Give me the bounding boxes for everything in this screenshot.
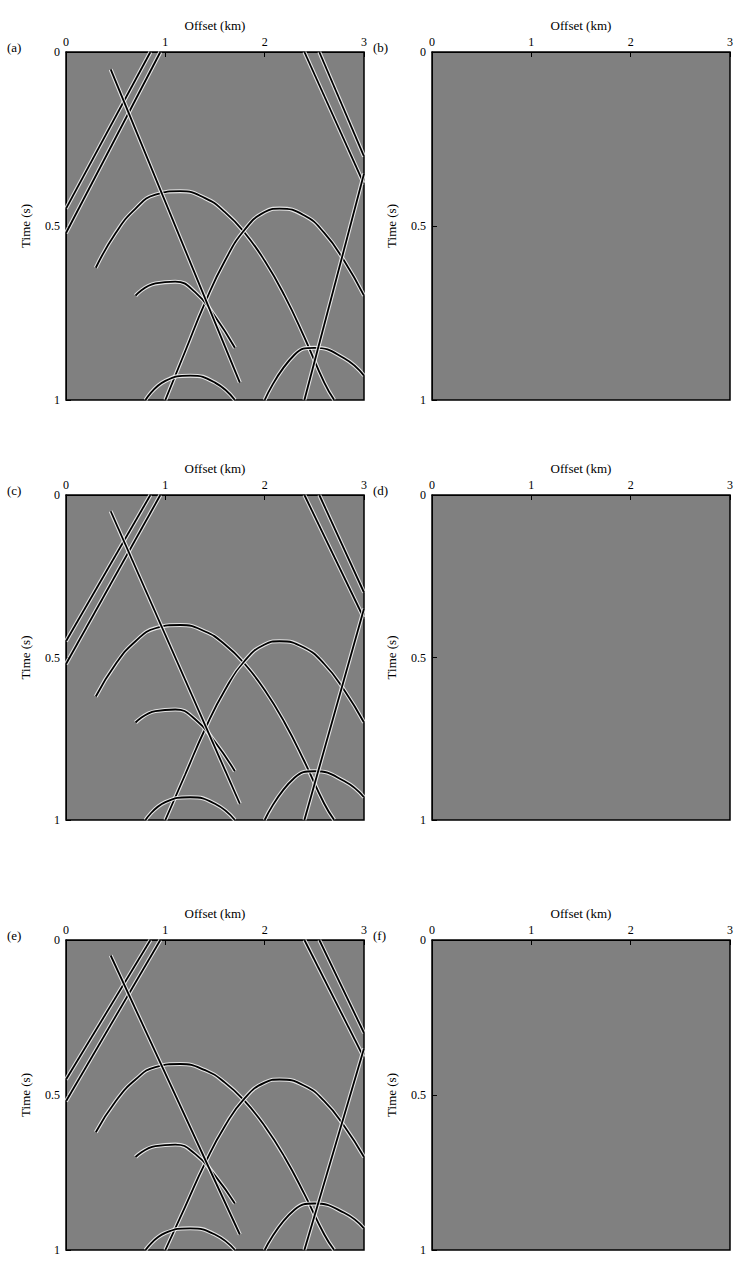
svg-text:0.5: 0.5: [411, 651, 426, 665]
svg-text:2: 2: [262, 478, 268, 492]
svg-text:Time (s): Time (s): [18, 636, 33, 680]
svg-text:1: 1: [420, 1243, 426, 1257]
svg-text:1: 1: [54, 1243, 60, 1257]
svg-text:0: 0: [420, 488, 426, 502]
svg-text:Offset (km): Offset (km): [185, 906, 246, 921]
svg-text:Offset (km): Offset (km): [185, 18, 246, 33]
svg-text:0.5: 0.5: [45, 651, 60, 665]
svg-text:1: 1: [528, 478, 534, 492]
svg-text:2: 2: [628, 478, 634, 492]
svg-text:0.5: 0.5: [45, 1088, 60, 1102]
svg-text:(b): (b): [373, 40, 388, 55]
svg-text:1: 1: [54, 813, 60, 827]
svg-text:3: 3: [361, 35, 367, 49]
svg-text:1: 1: [420, 813, 426, 827]
svg-text:Time (s): Time (s): [18, 1073, 33, 1117]
svg-text:0.5: 0.5: [411, 1088, 426, 1102]
svg-text:Time (s): Time (s): [384, 636, 399, 680]
svg-text:3: 3: [727, 478, 733, 492]
svg-text:Offset (km): Offset (km): [551, 461, 612, 476]
svg-text:(e): (e): [7, 928, 21, 943]
svg-text:(a): (a): [7, 40, 21, 55]
svg-text:1: 1: [54, 393, 60, 407]
svg-text:1: 1: [420, 393, 426, 407]
svg-text:0: 0: [54, 933, 60, 947]
svg-text:1: 1: [162, 923, 168, 937]
svg-text:0: 0: [63, 35, 69, 49]
svg-text:1: 1: [528, 35, 534, 49]
svg-text:Time (s): Time (s): [384, 204, 399, 248]
svg-text:3: 3: [361, 478, 367, 492]
svg-text:0: 0: [54, 488, 60, 502]
svg-text:0: 0: [429, 923, 435, 937]
svg-text:0: 0: [429, 35, 435, 49]
svg-text:(f): (f): [373, 928, 386, 943]
svg-text:2: 2: [628, 923, 634, 937]
svg-text:Offset (km): Offset (km): [551, 18, 612, 33]
svg-text:0: 0: [63, 478, 69, 492]
svg-text:1: 1: [528, 923, 534, 937]
svg-text:2: 2: [262, 35, 268, 49]
svg-text:Time (s): Time (s): [384, 1073, 399, 1117]
svg-text:0.5: 0.5: [411, 219, 426, 233]
svg-text:Offset (km): Offset (km): [551, 906, 612, 921]
svg-text:1: 1: [162, 35, 168, 49]
svg-text:2: 2: [262, 923, 268, 937]
svg-text:(d): (d): [373, 483, 388, 498]
svg-text:0: 0: [429, 478, 435, 492]
svg-text:0: 0: [420, 933, 426, 947]
svg-text:Time (s): Time (s): [18, 204, 33, 248]
svg-text:3: 3: [727, 35, 733, 49]
svg-text:0: 0: [420, 45, 426, 59]
svg-text:(c): (c): [7, 483, 21, 498]
svg-text:Offset (km): Offset (km): [185, 461, 246, 476]
svg-text:3: 3: [361, 923, 367, 937]
svg-text:0: 0: [54, 45, 60, 59]
svg-text:2: 2: [628, 35, 634, 49]
svg-text:3: 3: [727, 923, 733, 937]
svg-text:0.5: 0.5: [45, 219, 60, 233]
svg-text:0: 0: [63, 923, 69, 937]
svg-text:1: 1: [162, 478, 168, 492]
